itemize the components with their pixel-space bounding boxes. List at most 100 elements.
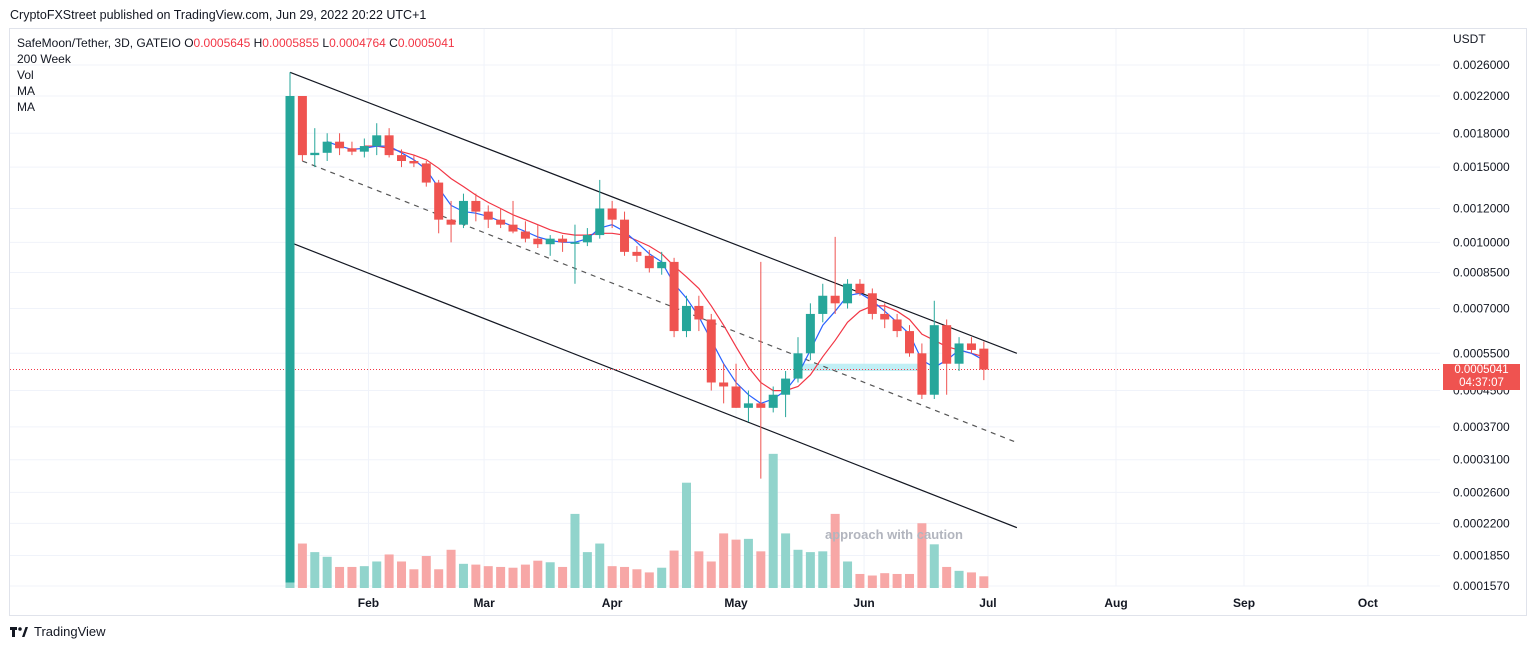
volume-bar	[508, 567, 518, 588]
candle-body[interactable]	[434, 182, 444, 220]
volume-bar	[867, 575, 877, 588]
candle-body[interactable]	[694, 305, 704, 320]
indicator-vol[interactable]: Vol	[17, 68, 34, 82]
open-value: 0.0005645	[193, 36, 251, 50]
high-value: 0.0005855	[262, 36, 320, 50]
volume-bar	[843, 561, 853, 588]
candle-body[interactable]	[843, 283, 853, 304]
volume-bar	[310, 552, 320, 588]
symbol-legend: SafeMoon/Tether, 3D, GATEIO O0.0005645 H…	[17, 35, 455, 51]
candle-body[interactable]	[954, 343, 964, 364]
candle-body[interactable]	[756, 403, 766, 408]
volume-bar	[818, 551, 828, 588]
volume-bar	[409, 569, 419, 588]
volume-bar	[421, 556, 431, 588]
candle-body[interactable]	[719, 382, 729, 387]
chart-frame[interactable]	[9, 28, 1527, 616]
candle-body[interactable]	[743, 403, 753, 408]
price-tick-label: 0.0001850	[1453, 549, 1510, 563]
candle-body[interactable]	[731, 386, 741, 408]
candle-body[interactable]	[818, 295, 828, 314]
price-tick-label: 0.0002200	[1453, 516, 1510, 530]
volume-bar	[335, 566, 345, 588]
candle-body[interactable]	[570, 242, 580, 244]
candle-body[interactable]	[582, 235, 592, 243]
candle-body[interactable]	[359, 146, 369, 152]
candle-body[interactable]	[917, 353, 927, 395]
trendline-channel-lower[interactable]	[289, 241, 1018, 529]
candle-body[interactable]	[335, 141, 345, 149]
candle-body[interactable]	[520, 231, 530, 239]
candle-body[interactable]	[706, 319, 716, 383]
candle-body[interactable]	[644, 255, 654, 269]
candle-body[interactable]	[632, 251, 642, 256]
current-price-tag: 0.0005041	[1443, 364, 1520, 377]
candle-body[interactable]	[966, 343, 976, 350]
candle-body[interactable]	[979, 348, 989, 370]
price-tick-label: 0.0018000	[1453, 126, 1510, 140]
candle-body[interactable]	[483, 211, 493, 220]
candle-body[interactable]	[669, 261, 679, 332]
time-tick-label: Sep	[1233, 596, 1255, 610]
candle-body[interactable]	[768, 394, 778, 408]
candle-body[interactable]	[397, 155, 407, 162]
candle-body[interactable]	[657, 261, 667, 269]
publisher-header: CryptoFXStreet published on TradingView.…	[10, 8, 427, 22]
candle-body[interactable]	[446, 219, 456, 225]
volume-bar	[706, 561, 716, 588]
trendline-channel-upper[interactable]	[289, 71, 1018, 354]
candle-body[interactable]	[458, 200, 468, 225]
candle-body[interactable]	[620, 219, 630, 252]
candle-body[interactable]	[372, 135, 382, 147]
candle-body[interactable]	[347, 148, 357, 152]
footer-brand[interactable]: TradingView	[10, 624, 106, 639]
candle-body[interactable]	[421, 163, 431, 183]
candle-body[interactable]	[681, 305, 691, 332]
candle-body[interactable]	[892, 319, 902, 332]
candle-body[interactable]	[830, 295, 840, 304]
candle-body[interactable]	[855, 283, 865, 294]
candle-body[interactable]	[805, 313, 815, 354]
indicator-ma-1[interactable]: MA	[17, 84, 35, 98]
candle-body[interactable]	[496, 219, 506, 225]
volume-bar	[620, 566, 630, 588]
indicator-200-week[interactable]: 200 Week	[17, 52, 71, 66]
candle-body[interactable]	[942, 325, 952, 364]
candle-body[interactable]	[905, 331, 914, 354]
candle-body[interactable]	[409, 161, 419, 164]
candle-body[interactable]	[384, 135, 394, 156]
volume-bar	[979, 576, 989, 588]
indicator-ma-2[interactable]: MA	[17, 100, 35, 114]
candle-body[interactable]	[310, 152, 320, 156]
price-tick-label: 0.0022000	[1453, 89, 1510, 103]
candle-body[interactable]	[793, 353, 803, 379]
candle-body[interactable]	[322, 141, 332, 153]
trendline-channel-mid[interactable]	[302, 160, 1018, 444]
candle-body[interactable]	[607, 208, 617, 220]
candle-body[interactable]	[471, 200, 481, 212]
symbol-name: SafeMoon/Tether, 3D, GATEIO	[17, 36, 181, 50]
candle-body[interactable]	[929, 325, 939, 395]
candle-body[interactable]	[533, 238, 543, 245]
grid	[10, 29, 1440, 587]
volume-bar	[731, 539, 741, 588]
close-value: 0.0005041	[397, 36, 455, 50]
volume-bar	[681, 482, 691, 588]
volume-bar	[372, 561, 382, 588]
candle-body[interactable]	[781, 378, 791, 395]
volume-bar	[533, 560, 543, 588]
price-axis-unit[interactable]: USDT	[1453, 32, 1486, 46]
volume-bar	[384, 554, 394, 588]
open-label: O	[184, 36, 194, 50]
candle-body[interactable]	[508, 224, 518, 232]
candle-body[interactable]	[297, 96, 307, 156]
candle-body[interactable]	[595, 208, 605, 236]
candles	[285, 72, 989, 583]
candle-body[interactable]	[867, 293, 877, 314]
price-tick-label: 0.0026000	[1453, 58, 1510, 72]
candle-body[interactable]	[558, 238, 568, 243]
candle-body[interactable]	[545, 238, 555, 245]
candle-body[interactable]	[880, 313, 890, 320]
candle-body[interactable]	[285, 96, 295, 583]
